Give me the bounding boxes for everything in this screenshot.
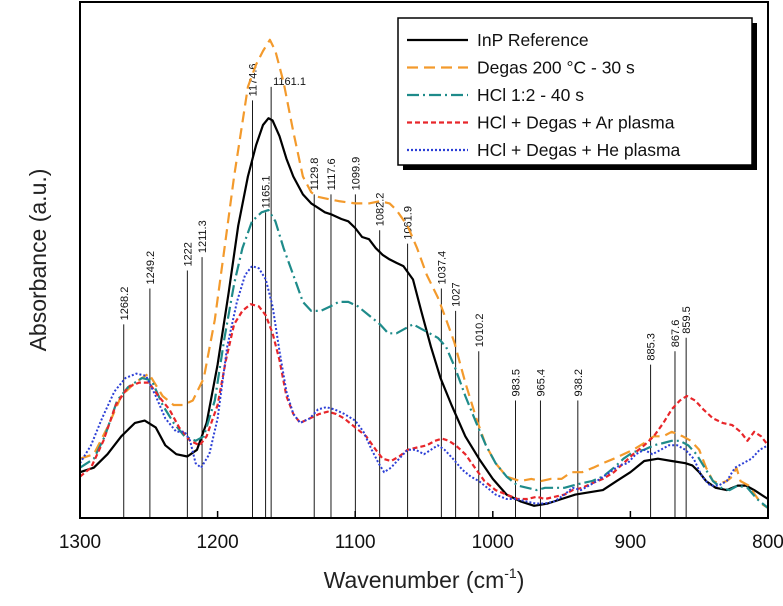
peak-label-18: 885.3 [646,333,658,361]
peak-label-12: 1037.4 [436,251,448,285]
peak-label-6: 1161.1 [273,76,306,88]
peak-label-15: 983.5 [511,369,523,397]
x-tick-label-1: 1200 [196,532,238,553]
x-axis-title-suffix: ) [517,567,525,593]
peak-label-5: 1165.1 [261,175,273,208]
x-axis-tick-labels: 1300 1200 1100 1000 900 800 [59,532,783,553]
peak-label-4: 1174.6 [248,63,260,96]
x-tick-label-3: 1000 [472,532,514,553]
peak-label-14: 1010.2 [474,314,486,348]
legend-label-0: InP Reference [477,30,589,50]
peak-label-8: 1117.6 [326,158,338,190]
series-line-1 [79,38,769,509]
legend-box [397,17,753,166]
series-line-0 [79,117,769,507]
x-axis-title-superscript: -1 [504,565,517,581]
legend-label-3: HCl + Degas + Ar plasma [477,113,675,133]
peak-label-10: 1082.2 [375,193,387,227]
peak-label-1: 1249.2 [145,251,157,285]
legend-label-1: Degas 200 °C - 30 s [477,58,635,78]
peak-label-19: 867.6 [670,320,682,348]
peak-label-0: 1268.2 [119,287,131,321]
series-line-4 [79,265,769,505]
peak-label-20: 859.5 [681,306,693,334]
peak-label-13: 1027 [451,282,463,306]
peak-label-16: 965.4 [535,369,547,397]
series-line-2 [79,209,769,509]
x-tick-label-2: 1100 [335,532,376,553]
plot-frame [79,1,769,519]
y-axis-title: Absorbance (a.u.) [25,169,51,352]
x-axis-title-main: Wavenumber (cm [324,567,505,593]
legend-label-4: HCl + Degas + He plasma [477,140,681,160]
peak-label-3: 1211.3 [197,220,209,253]
x-tick-label-5: 800 [752,532,783,553]
x-axis-title: Wavenumber (cm-1) [324,565,525,593]
series-line-3 [79,303,769,501]
x-tick-label-0: 1300 [59,532,101,553]
peak-label-2: 1222 [182,242,194,266]
peak-label-9: 1099.9 [350,157,362,191]
x-axis-ticks [79,511,769,518]
series-lines [79,38,769,509]
legend-items: InP Reference Degas 200 °C - 30 s HCl 1:2 … [407,30,681,160]
peak-label-17: 938.2 [573,369,585,397]
peak-label-11: 1061.9 [403,206,415,240]
x-tick-label-4: 900 [615,532,647,553]
peak-label-7: 1129.8 [309,158,321,191]
legend: InP Reference Degas 200 °C - 30 s HCl 1:2 … [397,17,757,170]
legend-label-2: HCl 1:2 - 40 s [477,85,584,105]
